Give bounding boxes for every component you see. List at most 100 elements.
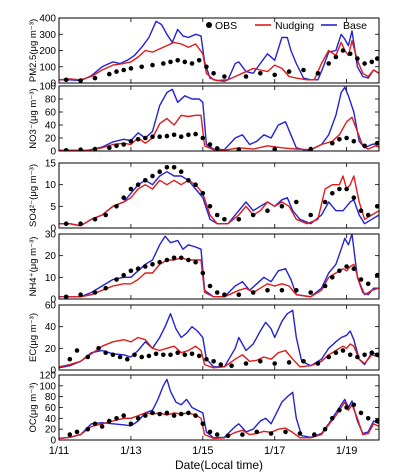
obs-point <box>171 413 177 418</box>
obs-point <box>330 191 335 196</box>
obs-point <box>301 67 306 73</box>
obs-point <box>218 362 224 367</box>
obs-point <box>347 352 353 358</box>
legend-label: OBS <box>215 20 237 32</box>
base-series-line <box>59 309 379 369</box>
obs-point <box>150 262 155 267</box>
obs-point <box>358 208 364 213</box>
obs-point <box>114 69 119 74</box>
obs-point <box>337 407 342 413</box>
obs-point <box>351 266 357 272</box>
obs-point <box>103 285 108 291</box>
obs-point <box>369 350 375 356</box>
y-tick-label: 0 <box>50 436 56 447</box>
y-tick-label: 0 <box>50 295 56 306</box>
obs-point <box>254 429 260 435</box>
obs-point <box>374 56 379 61</box>
obs-point <box>157 169 162 174</box>
y-tick-label: 60 <box>45 301 57 312</box>
obs-point <box>374 272 379 278</box>
base-series-line <box>59 20 379 82</box>
obs-point <box>326 61 332 66</box>
obs-point <box>63 77 69 83</box>
y-tick-label: 15 <box>45 159 57 170</box>
y-tick-label: 200 <box>39 46 56 57</box>
y-tick-label: 20 <box>45 425 57 436</box>
obs-point <box>240 432 245 437</box>
obs-point <box>143 264 148 269</box>
obs-point <box>121 195 126 200</box>
obs-point <box>362 143 367 149</box>
obs-point <box>344 186 349 192</box>
obs-point <box>301 359 306 364</box>
obs-point <box>265 208 270 213</box>
y-tick-label: 10 <box>45 180 57 191</box>
obs-point <box>358 410 364 416</box>
obs-point <box>171 132 177 138</box>
obs-point <box>161 352 166 358</box>
panel-data <box>59 20 379 83</box>
obs-point <box>164 410 170 416</box>
obs-point <box>114 416 119 421</box>
obs-point <box>114 204 119 209</box>
legend-label: Nudging <box>275 20 314 32</box>
obs-point <box>330 275 335 280</box>
obs-point <box>236 292 242 298</box>
obs-point <box>178 411 184 417</box>
obs-point <box>67 432 73 437</box>
obs-point <box>222 74 227 79</box>
x-tick-label: 1/19 <box>336 445 357 457</box>
obs-point <box>193 131 198 137</box>
x-axis-label: Date(Local time) <box>175 458 263 472</box>
obs-point <box>207 429 213 435</box>
obs-point <box>175 350 180 356</box>
chart-panel: 0 20 40 60 EC(μg m⁻³) <box>28 301 380 377</box>
obs-point <box>96 346 101 351</box>
obs-point <box>114 277 119 282</box>
obs-point <box>340 348 346 353</box>
obs-point <box>272 72 278 78</box>
obs-point <box>330 416 335 421</box>
obs-point <box>74 348 80 353</box>
obs-point <box>128 139 134 144</box>
obs-point <box>117 354 123 360</box>
obs-point <box>92 290 98 295</box>
obs-point <box>308 212 314 218</box>
obs-point <box>365 281 371 287</box>
panel-data <box>59 234 379 299</box>
obs-point <box>211 71 216 76</box>
panel-frame <box>58 374 380 441</box>
y-axis-label: SO4²⁻(μg m⁻³) <box>28 164 39 227</box>
obs-point <box>236 147 242 151</box>
obs-point <box>214 290 220 295</box>
obs-point <box>128 66 134 71</box>
obs-point <box>214 212 220 218</box>
obs-point <box>164 257 170 263</box>
obs-point <box>178 134 184 139</box>
obs-point <box>182 352 188 358</box>
obs-point <box>374 140 379 146</box>
y-axis-label: EC(μg m⁻³) <box>28 313 39 362</box>
obs-point <box>139 354 144 360</box>
obs-point <box>85 354 91 360</box>
panel-frame <box>58 17 380 84</box>
obs-point <box>63 148 69 151</box>
obs-point <box>250 290 256 295</box>
panel-data <box>59 378 379 440</box>
obs-point <box>150 62 155 68</box>
y-tick-label: 0 <box>50 147 56 158</box>
obs-point <box>330 140 335 146</box>
y-tick-label: 5 <box>50 202 56 213</box>
obs-point <box>121 67 126 73</box>
obs-point <box>186 257 191 263</box>
obs-point <box>78 147 83 151</box>
obs-point <box>200 270 206 276</box>
y-tick-label: 100 <box>39 82 56 93</box>
obs-point <box>78 78 83 83</box>
obs-point <box>294 288 299 293</box>
nudging-series-line <box>59 114 379 151</box>
obs-point <box>92 146 98 151</box>
obs-point <box>92 217 98 222</box>
obs-point <box>186 132 191 138</box>
